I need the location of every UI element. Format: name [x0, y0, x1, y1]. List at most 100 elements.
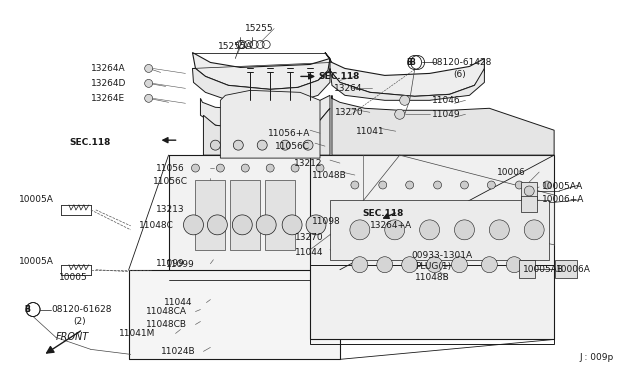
Polygon shape	[521, 196, 537, 212]
Circle shape	[379, 181, 387, 189]
Polygon shape	[168, 155, 330, 280]
Text: 11056+A: 11056+A	[268, 129, 310, 138]
Circle shape	[234, 140, 243, 150]
Circle shape	[490, 220, 509, 240]
Circle shape	[316, 164, 324, 172]
Circle shape	[266, 164, 274, 172]
Text: 15255: 15255	[245, 24, 274, 33]
Circle shape	[377, 257, 393, 273]
Circle shape	[400, 95, 410, 105]
Circle shape	[524, 186, 534, 196]
Circle shape	[184, 215, 204, 235]
Text: 13264+A: 13264+A	[370, 221, 412, 230]
Text: B: B	[24, 305, 30, 314]
Text: PLUG(1): PLUG(1)	[415, 262, 451, 271]
Text: 00933-1301A: 00933-1301A	[412, 251, 473, 260]
Circle shape	[241, 164, 249, 172]
Circle shape	[306, 215, 326, 235]
Polygon shape	[521, 182, 537, 200]
Text: 13212: 13212	[294, 158, 323, 167]
Text: 11049: 11049	[431, 110, 460, 119]
Circle shape	[207, 215, 227, 235]
Text: 11048CA: 11048CA	[146, 307, 187, 316]
Text: SEC.118: SEC.118	[318, 72, 360, 81]
Text: 11044: 11044	[295, 248, 324, 257]
Text: 11048CB: 11048CB	[146, 320, 187, 329]
Text: 11048B: 11048B	[312, 170, 347, 180]
Text: 15255A: 15255A	[218, 42, 253, 51]
Circle shape	[145, 79, 152, 87]
Circle shape	[406, 181, 413, 189]
Text: 10005A: 10005A	[19, 195, 54, 205]
Polygon shape	[195, 180, 225, 250]
Circle shape	[351, 181, 359, 189]
Polygon shape	[519, 260, 535, 278]
Circle shape	[451, 257, 467, 273]
Text: 11099: 11099	[156, 259, 184, 268]
Circle shape	[454, 220, 474, 240]
Text: J : 009p: J : 009p	[579, 353, 613, 362]
Text: 11041M: 11041M	[119, 329, 155, 338]
Text: 10005A: 10005A	[19, 257, 54, 266]
Text: 11056C: 11056C	[275, 142, 310, 151]
Circle shape	[543, 181, 551, 189]
Text: 11056C: 11056C	[152, 177, 188, 186]
Text: 10005: 10005	[59, 273, 88, 282]
Circle shape	[211, 140, 220, 150]
Circle shape	[145, 94, 152, 102]
Text: 13264E: 13264E	[91, 94, 125, 103]
Polygon shape	[265, 180, 295, 250]
Text: 11041: 11041	[356, 127, 385, 136]
Circle shape	[350, 220, 370, 240]
Circle shape	[145, 64, 152, 73]
Text: 08120-61628: 08120-61628	[51, 305, 111, 314]
Text: 08120-61428: 08120-61428	[431, 58, 492, 67]
Polygon shape	[200, 95, 330, 130]
Circle shape	[352, 257, 368, 273]
Text: 13264: 13264	[334, 84, 362, 93]
Circle shape	[280, 140, 290, 150]
Circle shape	[433, 181, 442, 189]
Text: 13264A: 13264A	[91, 64, 125, 73]
Text: 11044: 11044	[164, 298, 192, 307]
Circle shape	[395, 109, 404, 119]
Text: SEC.118: SEC.118	[69, 138, 110, 147]
Text: 11098: 11098	[312, 217, 340, 227]
Circle shape	[191, 164, 200, 172]
Circle shape	[427, 257, 442, 273]
Circle shape	[460, 181, 468, 189]
Text: 13213: 13213	[156, 205, 184, 214]
Polygon shape	[330, 200, 549, 260]
Text: B: B	[409, 58, 415, 67]
Circle shape	[420, 220, 440, 240]
Polygon shape	[193, 52, 330, 89]
Circle shape	[282, 215, 302, 235]
Text: 11048C: 11048C	[139, 221, 173, 230]
Text: B: B	[24, 305, 30, 314]
Polygon shape	[193, 68, 330, 103]
Text: 11046: 11046	[431, 96, 460, 105]
Circle shape	[232, 215, 252, 235]
Circle shape	[256, 215, 276, 235]
Circle shape	[257, 140, 267, 150]
Circle shape	[402, 257, 418, 273]
Polygon shape	[325, 52, 484, 96]
Polygon shape	[330, 68, 484, 100]
Circle shape	[481, 257, 497, 273]
Circle shape	[291, 164, 299, 172]
Circle shape	[303, 140, 313, 150]
Text: B: B	[406, 58, 412, 67]
Text: 13270: 13270	[295, 233, 324, 242]
Text: 10006A: 10006A	[556, 265, 591, 274]
Text: SEC.118: SEC.118	[363, 209, 404, 218]
Text: 10006+A: 10006+A	[542, 195, 584, 205]
Text: 13264D: 13264D	[91, 79, 126, 88]
Polygon shape	[555, 260, 577, 278]
Circle shape	[488, 181, 495, 189]
Text: 13270: 13270	[335, 108, 364, 117]
Text: (6): (6)	[454, 70, 467, 79]
Polygon shape	[230, 180, 260, 250]
Circle shape	[506, 257, 522, 273]
Circle shape	[515, 181, 524, 189]
Text: 10005AB: 10005AB	[524, 265, 564, 274]
